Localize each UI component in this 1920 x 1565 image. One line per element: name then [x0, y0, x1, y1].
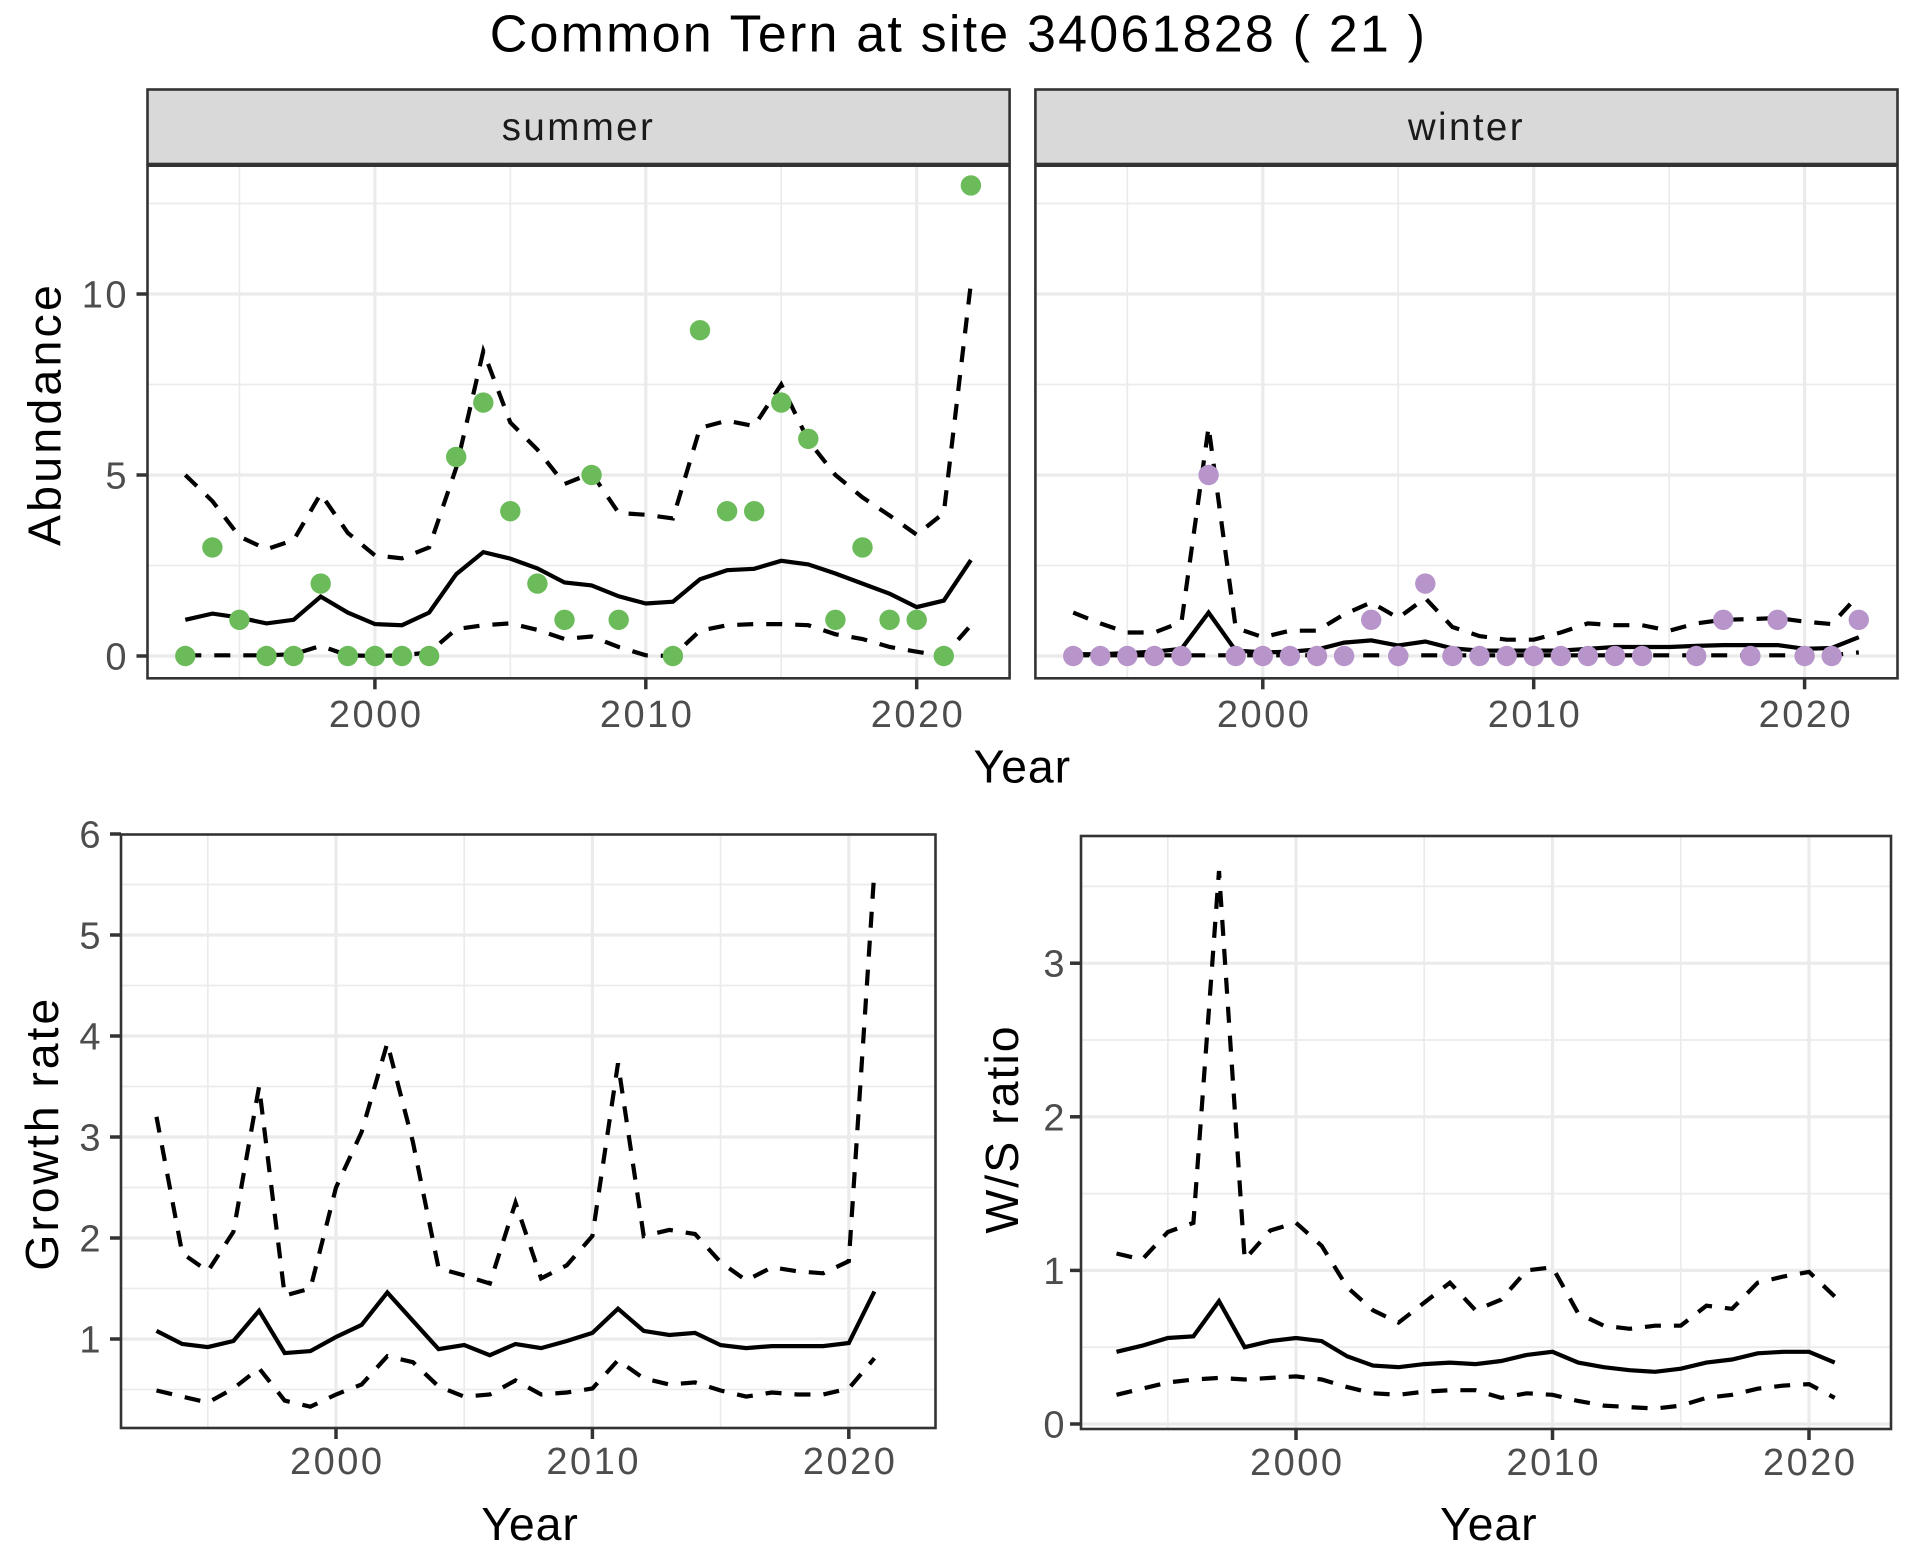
svg-text:2020: 2020	[803, 1441, 898, 1483]
svg-text:2020: 2020	[871, 694, 966, 736]
svg-text:2020: 2020	[1763, 1442, 1858, 1484]
svg-text:5: 5	[79, 916, 103, 958]
svg-text:2010: 2010	[1507, 1442, 1602, 1484]
svg-text:Growth rate: Growth rate	[16, 996, 68, 1271]
svg-text:Common Tern at site 34061828 (: Common Tern at site 34061828 ( 21 )	[490, 6, 1427, 64]
svg-text:3: 3	[79, 1118, 103, 1160]
svg-text:4: 4	[79, 1017, 103, 1059]
svg-text:6: 6	[79, 815, 103, 857]
svg-text:10: 10	[82, 275, 129, 317]
svg-text:5: 5	[105, 456, 129, 498]
svg-text:winter: winter	[1407, 106, 1525, 149]
svg-text:3: 3	[1043, 944, 1067, 986]
svg-text:Year: Year	[974, 741, 1072, 793]
svg-text:2010: 2010	[1488, 694, 1583, 736]
svg-text:Year: Year	[1440, 1498, 1538, 1550]
svg-text:0: 0	[105, 637, 129, 679]
svg-text:W/S ratio: W/S ratio	[976, 1024, 1028, 1233]
svg-text:Abundance: Abundance	[19, 282, 71, 546]
svg-text:summer: summer	[502, 106, 655, 149]
svg-text:1: 1	[79, 1320, 103, 1362]
svg-text:2010: 2010	[600, 694, 695, 736]
svg-text:2000: 2000	[1250, 1442, 1345, 1484]
svg-text:Year: Year	[481, 1498, 579, 1550]
svg-text:2: 2	[1043, 1097, 1067, 1139]
svg-text:2020: 2020	[1759, 694, 1854, 736]
svg-text:2000: 2000	[1217, 694, 1312, 736]
svg-text:2: 2	[79, 1219, 103, 1261]
svg-text:2000: 2000	[290, 1441, 385, 1483]
svg-text:0: 0	[1043, 1405, 1067, 1447]
svg-text:1: 1	[1043, 1251, 1067, 1293]
svg-text:2010: 2010	[546, 1441, 641, 1483]
svg-text:2000: 2000	[329, 694, 424, 736]
